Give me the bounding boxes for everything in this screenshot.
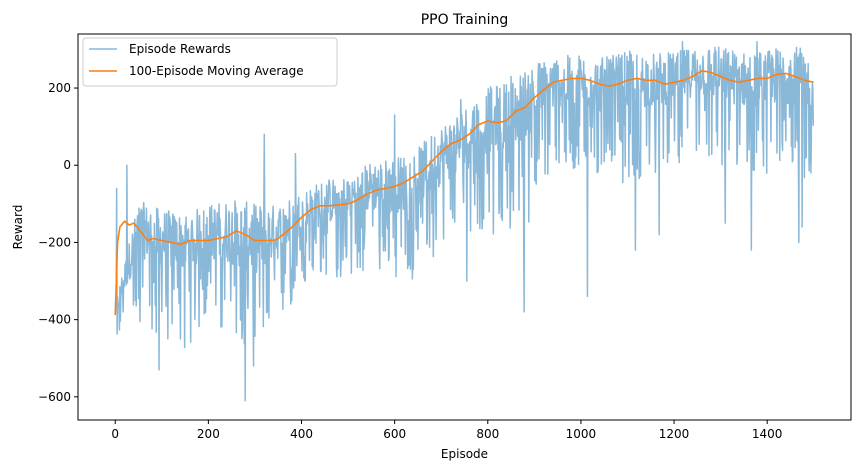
y-tick-label: −400	[38, 313, 71, 327]
y-tick-label: −600	[38, 390, 71, 404]
x-tick-label: 600	[383, 427, 406, 441]
chart-title: PPO Training	[421, 12, 509, 28]
plot-frame	[77, 33, 852, 421]
legend-label-moving-average: 100-Episode Moving Average	[129, 64, 304, 78]
x-tick-label: 200	[197, 427, 220, 441]
episode-rewards-line	[114, 40, 815, 402]
legend: Episode Rewards 100-Episode Moving Avera…	[82, 37, 338, 87]
legend-box	[82, 37, 338, 87]
x-tick-label: 400	[290, 427, 313, 441]
axis-ticks: 0 200 400 600 800 1000 1200 1400 −600 −400 −200 0 20…	[38, 81, 782, 441]
x-tick-label: 1200	[659, 427, 690, 441]
y-tick-label: 200	[48, 81, 71, 95]
x-tick-label: 800	[476, 427, 499, 441]
y-tick-label: −200	[38, 235, 71, 249]
x-tick-label: 1000	[566, 427, 597, 441]
moving-average-line	[114, 69, 814, 316]
legend-label-episode-rewards: Episode Rewards	[129, 42, 231, 56]
x-axis-label: Episode	[441, 447, 488, 461]
y-tick-label: 0	[63, 158, 71, 172]
x-tick-label: 1400	[752, 427, 783, 441]
x-tick-label: 0	[111, 427, 119, 441]
y-axis-label: Reward	[11, 205, 25, 250]
